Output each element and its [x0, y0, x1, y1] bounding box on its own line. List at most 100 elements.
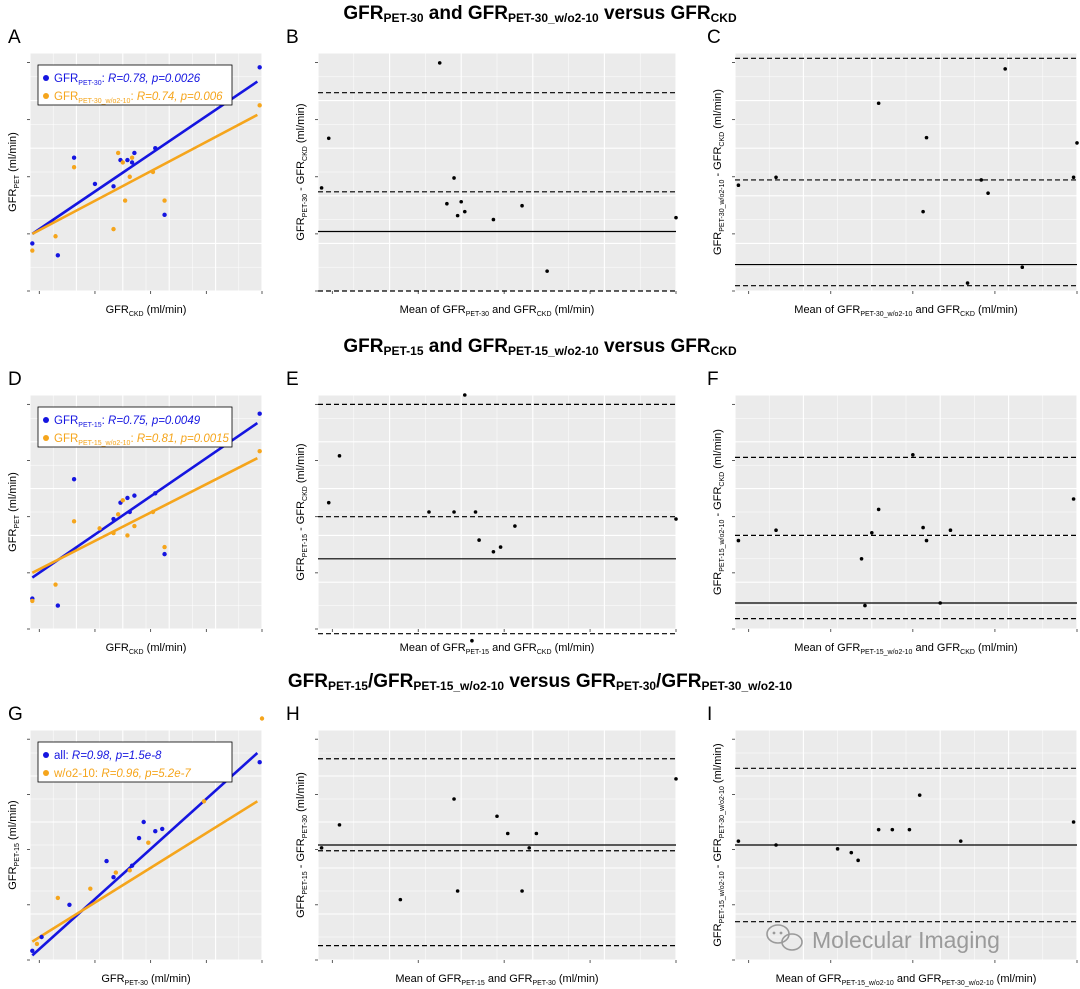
- data-point-series-2: [55, 895, 61, 901]
- y-axis-label-part: - GFR: [295, 501, 307, 534]
- row-title-1-part: CKD: [711, 11, 737, 25]
- data-point: [986, 191, 990, 195]
- data-point: [911, 453, 915, 457]
- data-point-series-1: [30, 948, 35, 953]
- x-axis-label-part: (ml/min): [144, 304, 187, 316]
- data-point-series-2: [111, 226, 116, 232]
- panel-D: GFRPET-15: R=0.75, p=0.0049GFRPET-15_w/o…: [7, 369, 263, 656]
- legend-entry-part: PET-15: [78, 422, 101, 429]
- y-axis-label-part: PET-30_w/o2-10: [719, 786, 726, 838]
- data-point: [890, 827, 895, 832]
- data-point: [736, 183, 741, 188]
- row-title-1-part: GFR: [343, 3, 383, 24]
- y-axis-label: GFRPET-15 - GFRCKD (ml/min): [295, 443, 309, 580]
- data-point-series-1: [67, 902, 72, 907]
- data-point-series-2: [71, 519, 77, 524]
- x-axis-label-part: (ml/min): [975, 642, 1018, 654]
- data-point: [1071, 497, 1076, 501]
- x-axis-label: Mean of GFRPET-15_w/o2-10 and GFRPET-30_…: [776, 973, 1037, 987]
- data-point: [319, 846, 324, 850]
- x-axis-label-part: PET-30_w/o2-10: [941, 980, 993, 987]
- data-point-series-1: [111, 875, 116, 880]
- x-axis-label-part: and GFR: [485, 973, 533, 985]
- data-point: [876, 507, 881, 512]
- y-axis-label-part: PET-15_w/o2-10: [719, 519, 726, 571]
- data-point: [774, 843, 778, 847]
- row-title-3-part: PET-15: [328, 679, 368, 693]
- data-point: [452, 176, 456, 180]
- data-point-series-2: [30, 598, 35, 604]
- data-point-series-1: [104, 858, 109, 864]
- x-axis-label: Mean of GFRPET-15 and GFRCKD (ml/min): [400, 642, 595, 656]
- row-title-3-part: /GFR: [368, 671, 414, 692]
- y-axis-label-part: GFR: [295, 895, 307, 918]
- x-axis-label-part: GFR: [106, 642, 129, 654]
- row-title-2-part: PET-15_w/o2-10: [508, 344, 599, 358]
- gridlines: [734, 394, 1078, 630]
- data-point-series-1: [125, 157, 130, 163]
- legend-entry-part: PET-30_w/o2-10: [78, 98, 130, 105]
- data-point: [513, 524, 517, 528]
- y-axis-label: GFRPET-15 (ml/min): [7, 800, 21, 889]
- data-point: [452, 797, 456, 801]
- x-axis-label-part: (ml/min): [556, 973, 599, 985]
- legend-key: [43, 435, 49, 441]
- x-axis-label-part: and GFR: [894, 973, 942, 985]
- data-point: [455, 213, 460, 218]
- data-point-series-2: [53, 582, 58, 587]
- data-point: [876, 101, 881, 106]
- data-point-series-2: [162, 544, 167, 550]
- legend-entry-part: GFR: [54, 73, 78, 85]
- y-axis-label-part: (ml/min): [712, 429, 724, 472]
- legend-entry: w/o2-10: R=0.96, p=5.2e-7: [53, 768, 191, 780]
- data-point-series-1: [141, 819, 146, 825]
- watermark-text: Molecular Imaging: [812, 927, 1000, 953]
- data-point: [473, 510, 478, 514]
- x-axis-label-part: Mean of GFR: [794, 642, 860, 654]
- y-axis-label: GFRPET-15_w/o2-10 - GFRCKD (ml/min): [712, 429, 726, 595]
- regression-line-1: [31, 80, 259, 235]
- panel-letter: A: [8, 27, 21, 48]
- y-axis-label-part: PET-30: [302, 815, 309, 838]
- data-point: [870, 531, 874, 535]
- row-title-2-part: PET-15: [383, 344, 423, 358]
- x-axis-label-part: CKD: [129, 311, 144, 318]
- data-point-series-2: [30, 248, 35, 253]
- legend-entry: GFRPET-30: R=0.78, p=0.0026: [54, 73, 201, 87]
- x-axis-label-part: PET-30: [466, 311, 489, 318]
- row-title-1-part: and GFR: [424, 3, 509, 24]
- data-point: [498, 545, 503, 549]
- data-point: [849, 850, 854, 855]
- x-axis-label-part: Mean of GFR: [395, 973, 461, 985]
- data-point-series-1: [136, 835, 142, 841]
- y-axis-label-part: (ml/min): [295, 772, 307, 815]
- panel-letter: G: [8, 704, 23, 725]
- x-axis-label: GFRPET-30 (ml/min): [101, 973, 190, 987]
- x-axis-label-part: PET-15_w/o2-10: [860, 649, 912, 656]
- x-axis-label-part: PET-30: [125, 980, 148, 987]
- regression-line-2: [31, 113, 258, 236]
- x-axis-label-part: PET-30_w/o2-10: [860, 311, 912, 318]
- legend-entry: GFRPET-15: R=0.75, p=0.0049: [54, 415, 201, 429]
- legend-key: [43, 417, 49, 423]
- data-point-series-2: [115, 150, 121, 156]
- data-point: [863, 603, 867, 608]
- y-axis-label-part: PET-15: [302, 534, 309, 557]
- watermark: Molecular Imaging: [766, 924, 1000, 953]
- data-point: [398, 897, 403, 902]
- legend-entry-part: R=0.74, p=0.006: [137, 91, 223, 103]
- y-axis-label: GFRPET-30 - GFRCKD (ml/min): [295, 103, 309, 240]
- row-title-3: GFRPET-15/GFRPET-15_w/o2-10 versus GFRPE…: [288, 671, 793, 693]
- data-point-series-2: [122, 198, 128, 203]
- legend-box: [37, 406, 233, 448]
- x-axis-label: GFRCKD (ml/min): [106, 642, 187, 656]
- data-point: [859, 557, 864, 561]
- y-axis-label-part: CKD: [302, 486, 309, 501]
- panel-B: Mean of GFRPET-30 and GFRCKD (ml/min)GFR…: [286, 27, 678, 318]
- data-point-series-1: [153, 829, 158, 834]
- data-point-series-1: [125, 495, 130, 501]
- data-point: [495, 814, 499, 819]
- y-axis-label-part: PET-15_w/o2-10: [719, 871, 726, 923]
